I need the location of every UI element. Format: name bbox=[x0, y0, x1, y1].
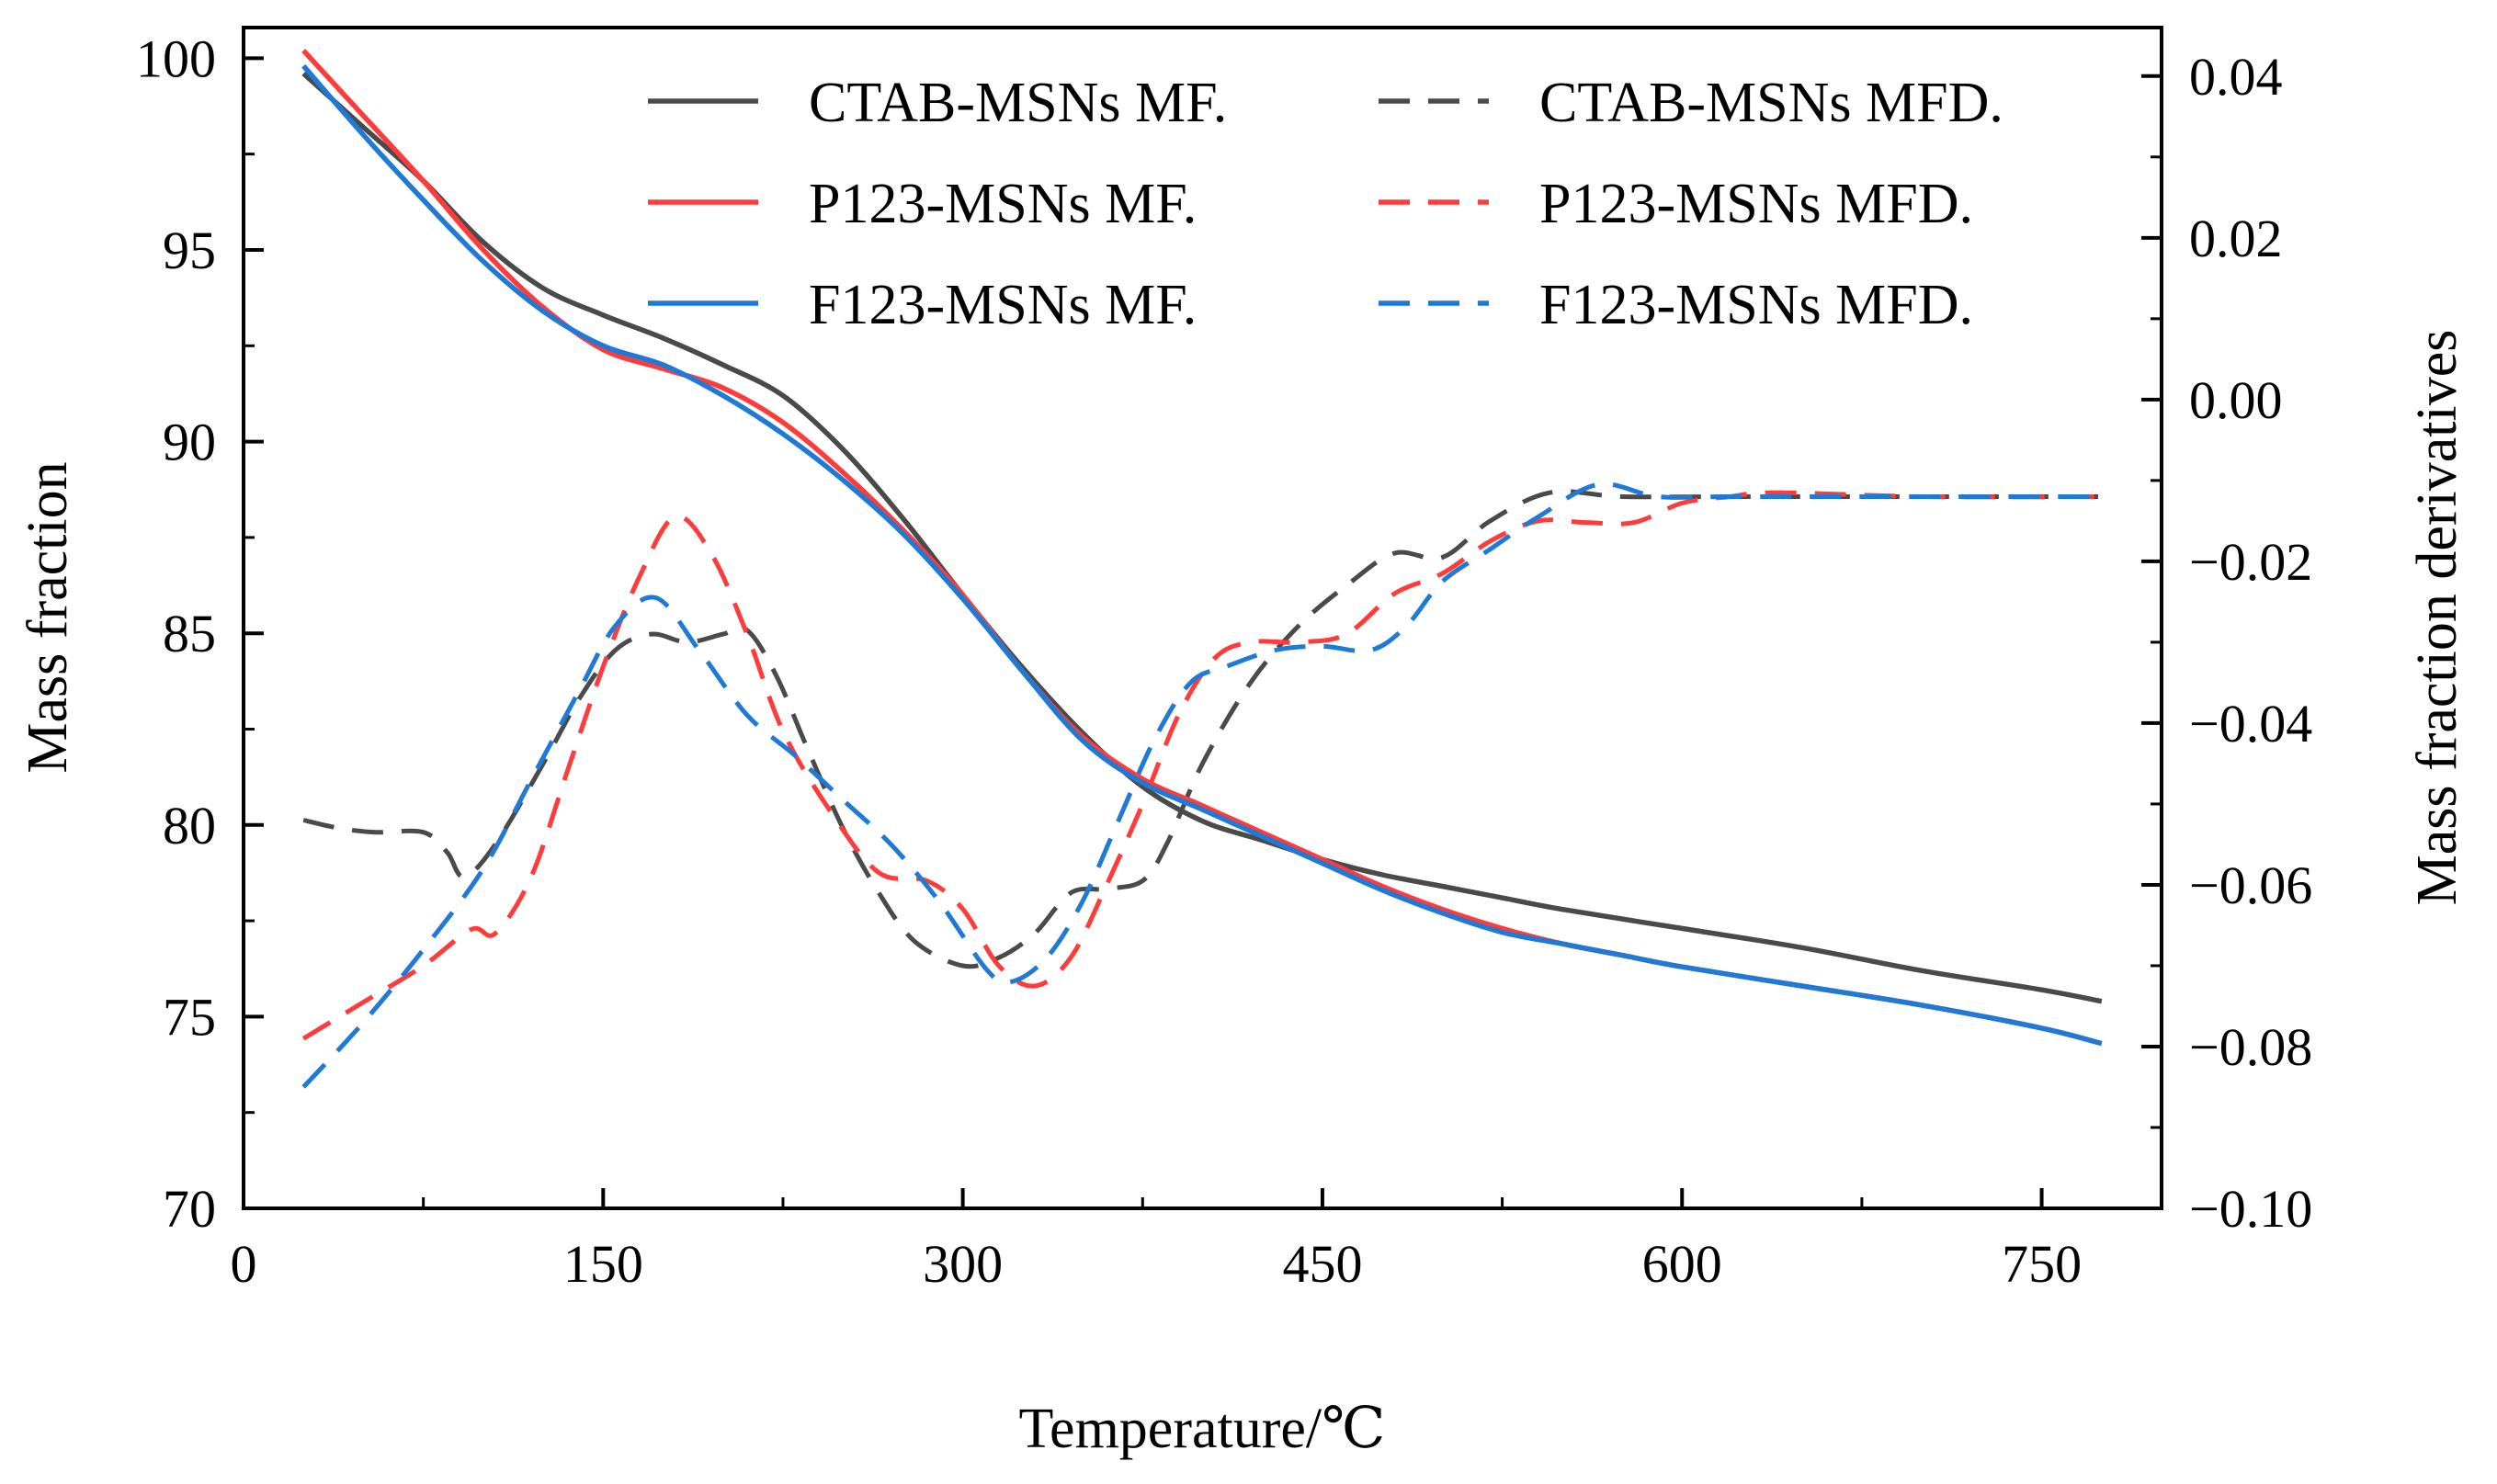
y2-tick-label: −0.02 bbox=[2189, 532, 2312, 592]
legend-label: CTAB-MSNs MFD. bbox=[1539, 72, 2003, 134]
y2-tick-label: −0.08 bbox=[2189, 1017, 2312, 1077]
series-line-ctab-msns-mf bbox=[301, 72, 2103, 1004]
y2-tick-label: −0.04 bbox=[2189, 694, 2312, 753]
y2-tick-label: 0.02 bbox=[2189, 209, 2283, 268]
y-tick-label: 85 bbox=[163, 604, 216, 663]
x-axis-title: Temperature/℃ bbox=[1019, 1398, 1386, 1460]
plot-frame bbox=[242, 26, 2163, 1210]
series-line-p123-msns-mfd bbox=[301, 490, 2102, 1041]
legend-label: P123-MSNs MFD. bbox=[1539, 173, 1973, 235]
x-tick-label: 0 bbox=[231, 1234, 257, 1294]
x-tick-label: 450 bbox=[1282, 1234, 1362, 1294]
legend-label: F123-MSNs MF. bbox=[809, 274, 1197, 336]
y-axis-title: Mass fraction bbox=[17, 461, 79, 773]
y-tick-label: 95 bbox=[163, 221, 216, 280]
series-line-f123-msns-mfd bbox=[301, 481, 2102, 1089]
y-tick-label: 80 bbox=[163, 796, 216, 855]
legend-label: P123-MSNs MF. bbox=[809, 173, 1197, 235]
series-lines bbox=[301, 49, 2103, 1089]
series-line-f123-msns-mf bbox=[301, 63, 2103, 1047]
y-tick-label: 70 bbox=[163, 1179, 216, 1239]
legend-label: CTAB-MSNs MF. bbox=[809, 72, 1227, 134]
y-tick-label: 75 bbox=[163, 987, 216, 1047]
y-tick-label: 100 bbox=[136, 28, 216, 88]
y2-tick-label: −0.10 bbox=[2189, 1179, 2312, 1239]
y2-tick-label: 0.00 bbox=[2189, 370, 2283, 430]
y2-axis-title: Mass fraction derivatives bbox=[2406, 330, 2469, 906]
axis-ticks: 0 150 300 450 600 750 70 75 80 85 90 95 100 −0.10 −0.0… bbox=[136, 28, 2312, 1294]
series-line-ctab-msns-mfd bbox=[302, 489, 2102, 969]
legend-label: F123-MSNs MFD. bbox=[1539, 274, 1973, 336]
x-tick-label: 150 bbox=[563, 1234, 643, 1294]
x-tick-label: 750 bbox=[2002, 1234, 2082, 1294]
x-tick-label: 300 bbox=[923, 1234, 1003, 1294]
legend: CTAB-MSNs MF. P123-MSNs MF. F123-MSNs MF. C… bbox=[648, 72, 2003, 336]
y2-tick-label: −0.06 bbox=[2189, 855, 2312, 915]
y2-tick-label: 0.04 bbox=[2189, 47, 2283, 107]
x-tick-label: 600 bbox=[1642, 1234, 1722, 1294]
y-tick-label: 90 bbox=[163, 413, 216, 472]
